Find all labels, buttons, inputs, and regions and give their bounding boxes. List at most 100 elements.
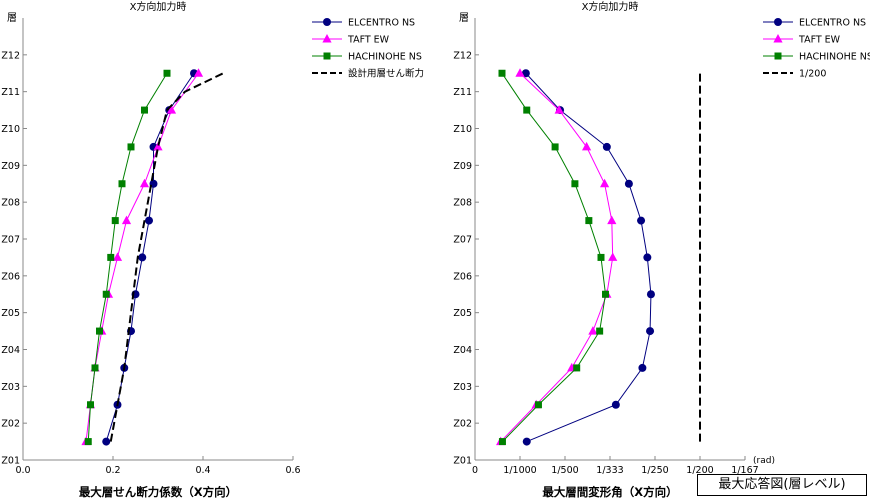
data-point [112,252,123,261]
y-tick-label: Z03 [1,382,20,393]
x-tick-label: 0.4 [195,465,210,476]
data-point [643,253,652,262]
series-2 [498,69,609,446]
y-tick-label: Z01 [1,456,20,467]
x-tick-label: 0.6 [285,465,300,476]
y-tick-label: Z09 [1,161,20,172]
figure-caption: 最大応答図(層レベル) [697,474,867,496]
legend-marker [774,18,782,26]
y-tick-label: Z06 [1,271,20,282]
data-point [521,69,530,78]
data-point [102,437,111,446]
x-tick-label: 1/167 [731,465,758,476]
legend-label: ELCENTRO NS [799,18,866,29]
x-tick-label: 1/500 [551,465,578,476]
legend-label: ELCENTRO NS [348,18,415,29]
data-point [624,179,633,188]
x-tick-label: 1/250 [641,465,668,476]
x-axis-label: 最大層せん断力係数（X方向） [79,485,237,499]
data-point [107,253,115,261]
data-point [523,106,531,114]
x-tick-label: 0.0 [15,465,30,476]
data-point [141,106,148,114]
y-tick-label: Z10 [453,124,472,135]
x-tick-label: 0 [472,465,478,476]
data-point [193,68,204,77]
legend-marker [322,34,332,43]
data-point [139,178,150,188]
data-point [573,364,581,372]
data-point [498,438,506,446]
y-tick-label: Z07 [1,235,20,246]
legend-label: HACHINOHE NS [799,52,870,63]
y-tick-label: Z09 [453,161,472,172]
data-point [602,290,609,298]
data-point [498,69,506,77]
data-point [145,216,153,225]
data-point [646,327,655,336]
data-point [597,253,605,261]
y-tick-label: Z03 [453,382,472,393]
series-line [109,72,224,442]
y-axis-label: 層 [7,12,17,24]
legend-entry: HACHINOHE NS [763,52,870,63]
data-point [551,143,559,151]
data-point [84,438,92,446]
legend-entry: TAFT EW [312,34,390,46]
data-point [534,401,542,409]
series-0 [521,69,655,446]
data-point [638,363,647,372]
y-tick-label: Z06 [453,271,472,282]
data-point [166,105,177,114]
data-point [87,401,94,409]
y-tick-label: Z11 [1,87,20,98]
y-tick-label: Z02 [453,419,472,430]
series-1 [496,68,618,446]
chart-title: X方向加力時 [582,0,639,13]
legend-marker [323,18,331,26]
legend-label: 設計用層せん断力 [348,68,424,80]
data-point [582,141,592,151]
y-tick-label: Z05 [453,308,472,319]
data-point [637,216,646,225]
x-axis-label: 最大層間変形角（X方向） [542,485,677,499]
y-tick-label: Z12 [1,50,20,61]
data-point [163,69,171,77]
legend-entry: ELCENTRO NS [312,18,415,29]
data-point [522,437,531,446]
data-point [102,290,110,298]
data-point [111,217,119,225]
legend-entry: 設計用層せん断力 [312,68,424,80]
y-tick-label: Z11 [453,87,472,98]
data-point [607,215,617,225]
data-point [91,364,99,372]
x-axis-unit: (rad) [753,456,775,466]
data-point [611,400,620,409]
y-axis-label: 層 [459,12,469,24]
series-line [500,72,614,442]
y-tick-label: Z08 [453,198,472,209]
chart-title: X方向加力時 [130,0,187,13]
data-point [646,290,655,299]
data-point [571,180,579,188]
data-point [588,326,598,335]
data-point [602,142,611,151]
y-tick-label: Z08 [1,198,20,209]
legend-marker [773,34,783,43]
legend-entry: TAFT EW [763,34,841,46]
series-3 [109,72,224,442]
data-point [600,178,610,188]
x-tick-label: 1/200 [686,465,713,476]
data-point [608,252,618,261]
y-tick-label: Z02 [1,419,20,430]
x-tick-label: 1/333 [596,465,623,476]
y-tick-label: Z07 [453,235,472,246]
series-line [525,72,652,443]
series-2 [84,69,171,446]
x-tick-label: 0.2 [105,465,120,476]
legend-marker [323,52,331,60]
series-line [87,72,168,442]
